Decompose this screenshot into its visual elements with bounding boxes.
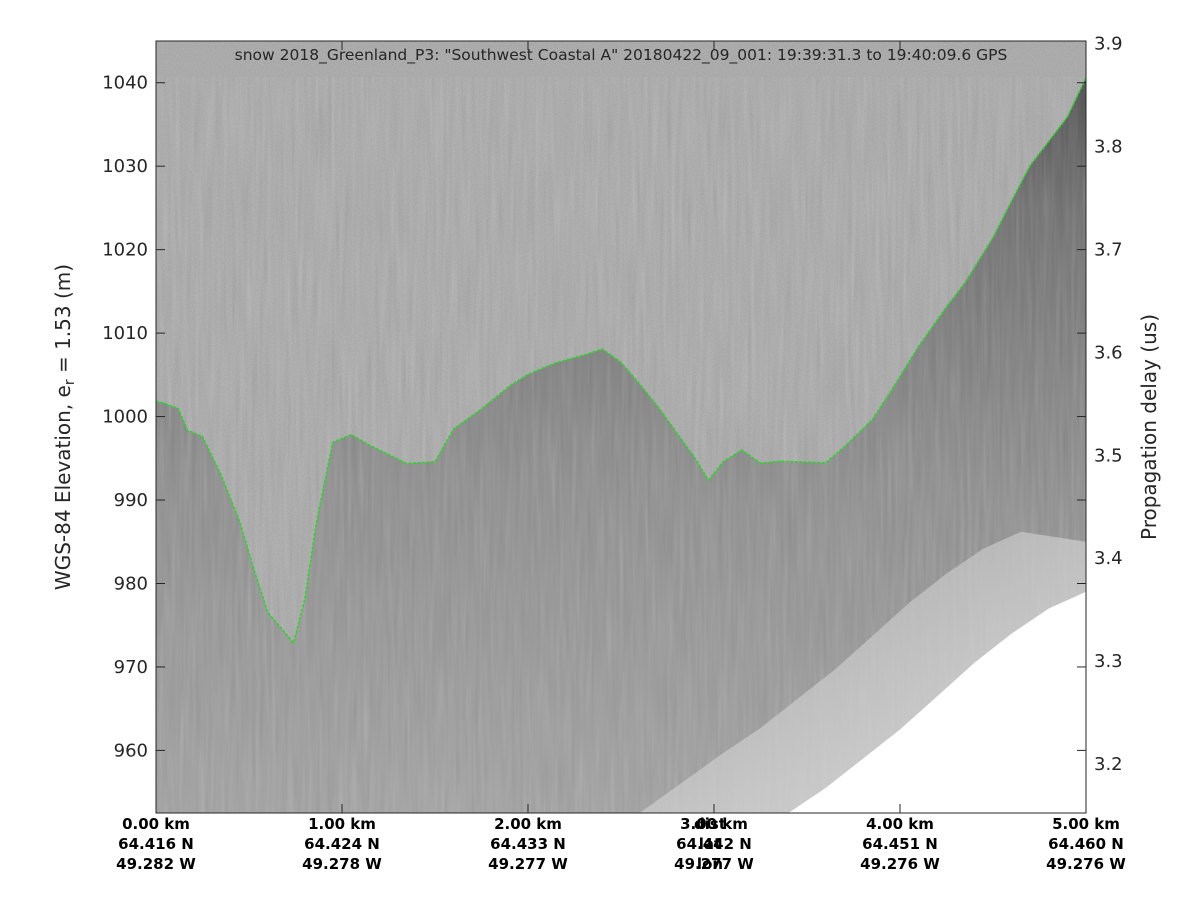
plot-frame (155, 40, 1087, 814)
y-tick-label: 980 (114, 573, 148, 594)
y2-axis-label: Propagation delay (us) (1137, 314, 1161, 540)
x-tick-lat: 64.451 N (862, 835, 938, 853)
x-tick-lat: 64.433 N (490, 835, 566, 853)
x-tick-dist: 5.00 km (1052, 815, 1120, 833)
y-axis-label-sub: r (62, 379, 78, 385)
y-axis-right: 3.2 3.3 3.4 3.5 3.6 3.7 3.8 3.9 (1094, 34, 1123, 776)
x-tick-lat: 64.460 N (1048, 835, 1124, 853)
x-tick-dist: 0.00 km (122, 815, 190, 833)
x-row-label-lon: lon (697, 855, 723, 873)
y2-tick-label: 3.7 (1094, 239, 1123, 260)
x-row-label-lat: lat (699, 835, 721, 853)
plot-area (156, 41, 1086, 813)
x-tick-lat: 64.416 N (118, 835, 194, 853)
y-tick-label: 1040 (102, 73, 148, 94)
y-tick-label: 970 (114, 657, 148, 678)
x-tick-lat: 64.424 N (304, 835, 380, 853)
y2-tick-label: 3.8 (1094, 137, 1123, 158)
x-axis: 0.00 km 64.416 N 49.282 W 1.00 km 64.424 N 49… (116, 41, 1126, 873)
no-data-region (788, 591, 1086, 813)
y-axis-label-tail: = 1.53 (m) (51, 264, 75, 379)
y2-tick-label: 3.9 (1094, 34, 1123, 55)
y-tick-label: 1020 (102, 240, 148, 261)
y-axis-left: 960 970 980 990 1000 1010 1020 1030 1040 (102, 73, 1086, 761)
y-tick-label: 1030 (102, 156, 148, 177)
y-axis-label-main: WGS-84 Elevation, e (51, 385, 75, 590)
chart-title: snow 2018_Greenland_P3: "Southwest Coast… (235, 46, 1008, 65)
surface-pick-line (156, 77, 1086, 645)
x-tick-lon: 49.282 W (116, 855, 196, 873)
ice-streak-texture (156, 77, 1086, 813)
y-tick-label: 1010 (102, 323, 148, 344)
x-tick-lon: 49.277 W (674, 855, 754, 873)
x-tick-dist: 3.00 km (680, 815, 748, 833)
y-axis-label: WGS-84 Elevation, er = 1.53 (m) (51, 264, 78, 590)
y-tick-label: 1000 (102, 407, 148, 428)
x-tick-lon: 49.277 W (488, 855, 568, 873)
y2-tick-label: 3.4 (1094, 548, 1123, 569)
x-tick-dist: 2.00 km (494, 815, 562, 833)
x-tick-lon: 49.278 W (302, 855, 382, 873)
x-tick-lon: 49.276 W (1046, 855, 1126, 873)
y-tick-label: 990 (114, 490, 148, 511)
x-tick-dist: 1.00 km (308, 815, 376, 833)
y2-tick-label: 3.6 (1094, 342, 1123, 363)
x-tick-dist: 4.00 km (866, 815, 934, 833)
y2-tick-label: 3.5 (1094, 445, 1123, 466)
x-tick-lon: 49.276 W (860, 855, 940, 873)
y-tick-label: 960 (114, 740, 148, 761)
x-tick-lat: 64.442 N (676, 835, 752, 853)
y2-tick-label: 3.2 (1094, 754, 1123, 775)
x-row-label-dist: dist (694, 815, 726, 833)
y2-tick-label: 3.3 (1094, 651, 1123, 672)
